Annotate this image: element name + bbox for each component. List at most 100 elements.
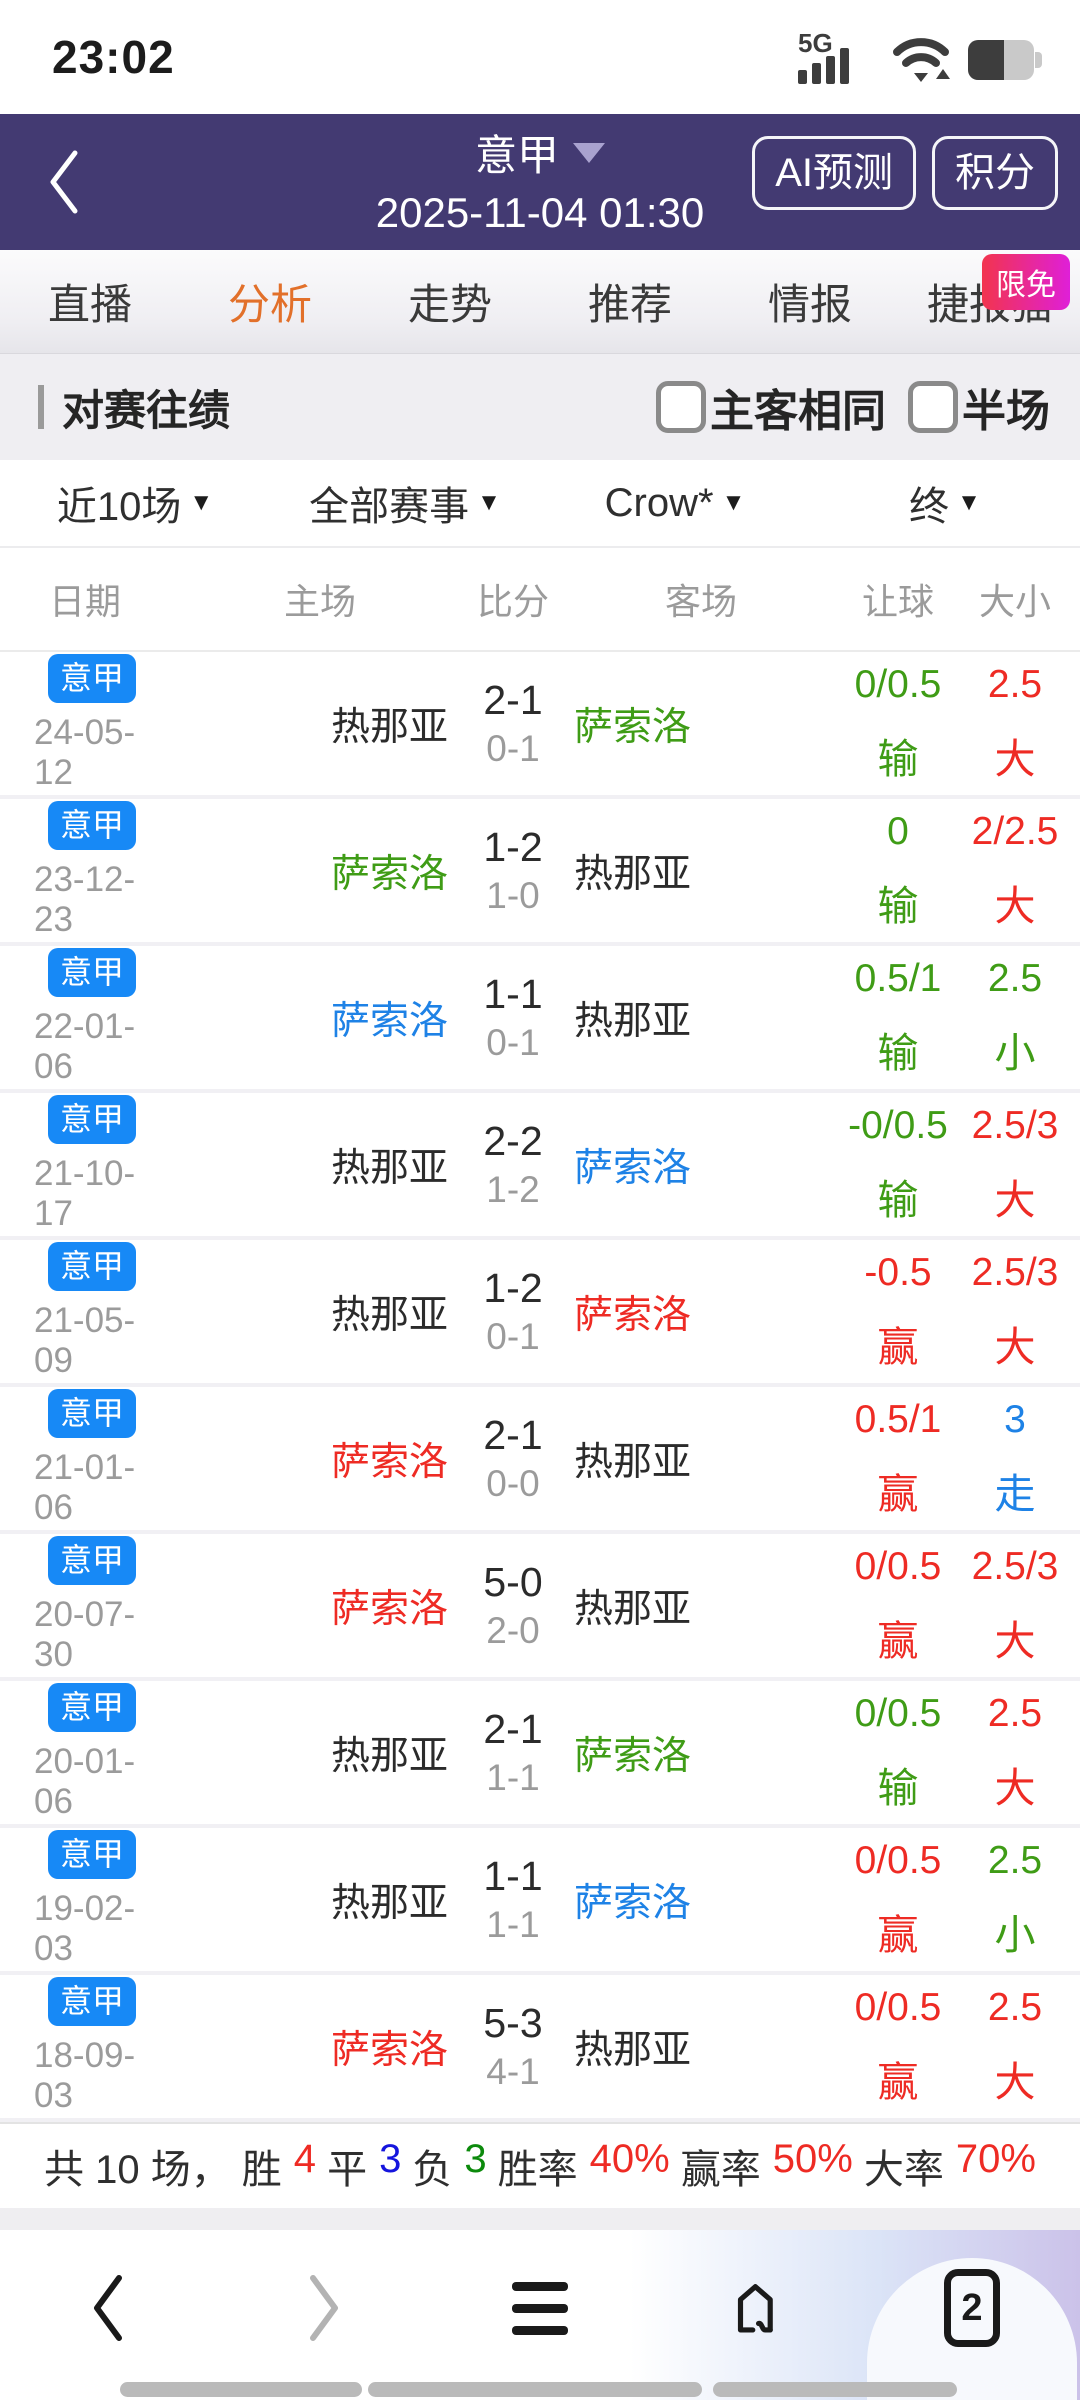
section-header: 对赛往绩 主客相同 半场 — [0, 354, 1080, 460]
handicap-result: 赢 — [877, 1911, 919, 1958]
menu-icon — [512, 2281, 568, 2335]
handicap-result: 赢 — [877, 1617, 919, 1664]
summary-stat-value: 40% — [589, 2137, 670, 2181]
filter-dropdown[interactable]: 近10场 ▼ — [0, 460, 270, 546]
nav-menu-button[interactable] — [432, 2258, 648, 2358]
over-under-line: 2.5 — [987, 956, 1043, 1000]
home-team: 萨索洛 — [330, 852, 448, 896]
halftime-score: 0-1 — [486, 1022, 540, 1063]
over-under-cell: 2.5 大 — [950, 663, 1080, 785]
league-badge: 意甲 — [48, 1242, 137, 1291]
table-row[interactable]: 意甲 19-02-03 热那亚 1-1 1-1 萨索洛 0/0.5 赢 2.5 小 — [0, 1828, 1080, 1975]
checkbox-option[interactable]: 半场 — [908, 375, 1050, 439]
summary-stat: 胜率 40% — [498, 2137, 670, 2195]
checkbox-box[interactable] — [908, 381, 958, 433]
tab-item[interactable]: 走势 — [407, 281, 492, 328]
halftime-score: 1-2 — [486, 1169, 540, 1210]
column-header: 比分 — [476, 581, 549, 622]
standings-button[interactable]: 积分 — [932, 136, 1058, 210]
filter-dropdown[interactable]: 全部赛事 ▼ — [270, 460, 540, 546]
checkbox-option[interactable]: 主客相同 — [656, 375, 886, 439]
checkbox-label: 半场 — [962, 387, 1050, 436]
table-row[interactable]: 意甲 23-12-23 萨索洛 1-2 1-0 热那亚 0 输 2/2.5 大 — [0, 799, 1080, 946]
section-marker — [38, 385, 44, 429]
halftime-score: 1-0 — [486, 875, 540, 916]
table-row[interactable]: 意甲 24-05-12 热那亚 2-1 0-1 萨索洛 0/0.5 输 2.5 大 — [0, 652, 1080, 799]
filter-dropdown[interactable]: 终 ▼ — [810, 460, 1080, 546]
table-row[interactable]: 意甲 21-10-17 热那亚 2-2 1-2 萨索洛 -0/0.5 输 2.5/3 大 — [0, 1093, 1080, 1240]
filter-label: 近10场 — [56, 485, 182, 529]
nav-forward-button[interactable] — [216, 2258, 432, 2358]
over-under-cell: 2/2.5 大 — [950, 810, 1080, 932]
table-row[interactable]: 意甲 21-01-06 萨索洛 2-1 0-0 热那亚 0.5/1 赢 3 走 — [0, 1387, 1080, 1534]
back-button[interactable] — [34, 144, 94, 220]
handicap-line: 0/0.5 — [854, 1691, 942, 1735]
table-row[interactable]: 意甲 22-01-06 萨索洛 1-1 0-1 热那亚 0.5/1 输 2.5 小 — [0, 946, 1080, 1093]
tab-item[interactable]: 情报 — [767, 281, 852, 328]
over-under-result: 大 — [994, 1176, 1036, 1223]
date-cell: 意甲 20-07-30 — [0, 1536, 170, 1675]
status-bar: 23:02 5G — [0, 0, 1080, 114]
league-badge: 意甲 — [48, 948, 137, 997]
over-under-line: 2.5/3 — [971, 1544, 1059, 1588]
away-team: 萨索洛 — [574, 705, 692, 749]
over-under-cell: 2.5/3 大 — [950, 1251, 1080, 1373]
tab-item[interactable]: 分析 — [227, 281, 312, 328]
handicap-line: -0/0.5 — [848, 1103, 948, 1147]
handicap-line: 0.5/1 — [854, 1397, 942, 1441]
fulltime-score: 2-2 — [483, 1118, 543, 1164]
score-cell: 1-1 0-1 — [470, 971, 556, 1064]
handicap-result: 输 — [877, 735, 919, 782]
chevron-left-icon — [50, 150, 78, 214]
summary-stat-value: 3 — [464, 2137, 487, 2181]
nav-back-button[interactable] — [0, 2258, 216, 2358]
away-team: 热那亚 — [574, 1440, 692, 1484]
tab-item[interactable]: 直播 — [47, 281, 132, 328]
chevron-down-icon — [573, 142, 605, 163]
handicap-line: 0/0.5 — [854, 1544, 942, 1588]
over-under-line: 2.5/3 — [971, 1103, 1059, 1147]
fulltime-score: 5-3 — [483, 2000, 543, 2046]
over-under-result: 小 — [994, 1911, 1036, 1958]
over-under-result: 大 — [994, 1617, 1036, 1664]
home-team: 热那亚 — [330, 705, 448, 749]
league-selector[interactable]: 意甲 — [475, 122, 605, 183]
handicap-cell: -0/0.5 输 — [846, 1104, 950, 1226]
filter-dropdown[interactable]: Crow* ▼ — [540, 460, 810, 546]
column-header: 客场 — [664, 581, 737, 622]
checkbox-box[interactable] — [656, 381, 706, 433]
handicap-result: 赢 — [877, 2058, 919, 2105]
summary-stat-label: 胜 — [241, 2148, 282, 2192]
summary-bar: 共 10 场， 胜 4 平 3 负 3 胜率 40% 赢率 50% 大率 70% — [0, 2122, 1080, 2208]
table-row[interactable]: 意甲 21-05-09 热那亚 1-2 0-1 萨索洛 -0.5 赢 2.5/3 大 — [0, 1240, 1080, 1387]
over-under-line: 2.5 — [987, 1691, 1043, 1735]
bottom-nav-bar: 2 — [0, 2230, 1080, 2400]
fulltime-score: 1-1 — [483, 1853, 543, 1899]
summary-stat-value: 4 — [293, 2137, 317, 2181]
match-date: 21-05-09 — [34, 1300, 136, 1380]
halftime-score: 0-1 — [486, 728, 540, 769]
date-cell: 意甲 18-09-03 — [0, 1977, 170, 2116]
score-cell: 5-0 2-0 — [470, 1559, 556, 1652]
summary-stat-value: 50% — [772, 2137, 853, 2181]
over-under-result: 大 — [994, 1764, 1036, 1811]
ai-predict-button[interactable]: AI预测 — [752, 136, 916, 210]
date-cell: 意甲 24-05-12 — [0, 654, 170, 793]
handicap-result: 输 — [877, 882, 919, 929]
fulltime-score: 5-0 — [483, 1559, 543, 1605]
nav-tabs-button[interactable]: 2 — [864, 2258, 1080, 2358]
over-under-cell: 2.5/3 大 — [950, 1545, 1080, 1667]
match-date: 21-01-06 — [34, 1447, 136, 1527]
tab-item[interactable]: 推荐 — [587, 281, 672, 328]
filter-label: 全部赛事 — [309, 485, 470, 529]
nav-home-button[interactable] — [648, 2258, 864, 2358]
chevron-down-icon: ▼ — [189, 489, 214, 516]
table-row[interactable]: 意甲 18-09-03 萨索洛 5-3 4-1 热那亚 0/0.5 赢 2.5 大 — [0, 1975, 1080, 2122]
filter-bar: 近10场 ▼ 全部赛事 ▼ Crow* ▼ 终 ▼ — [0, 460, 1080, 548]
table-row[interactable]: 意甲 20-01-06 热那亚 2-1 1-1 萨索洛 0/0.5 输 2.5 大 — [0, 1681, 1080, 1828]
table-row[interactable]: 意甲 20-07-30 萨索洛 5-0 2-0 热那亚 0/0.5 赢 2.5/3 大 — [0, 1534, 1080, 1681]
